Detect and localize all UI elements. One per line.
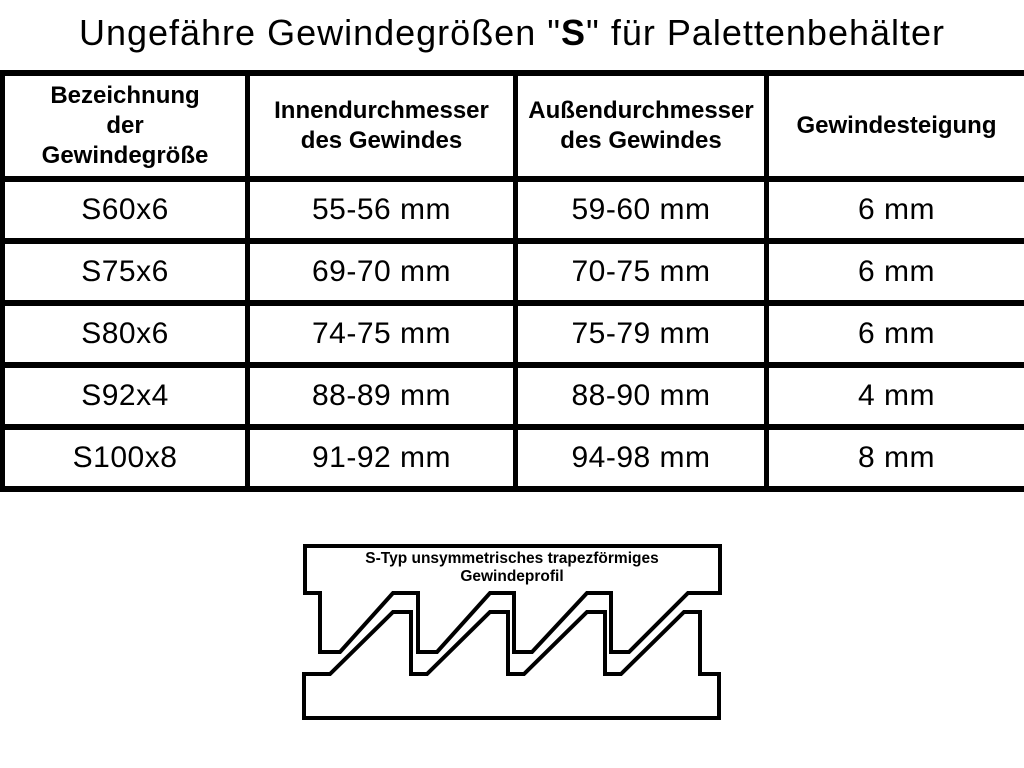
column-header-designation: Bezeichnung der Gewindegröße [0, 70, 250, 182]
thread-profile-diagram: S-Typ unsymmetrisches trapezförmiges Gew… [302, 544, 722, 722]
table-cell-designation: S80x6 [0, 300, 250, 368]
table-cell-inner-diameter: 91-92 mm [245, 424, 518, 492]
page-title-part1: Ungefähre Gewindegrößen " [78, 12, 562, 53]
table-cell-outer-diameter: 59-60 mm [513, 176, 769, 244]
table-row: S60x6 55-56 mm 59-60 mm 6 mm [0, 176, 1024, 244]
thread-profile-upper-shape [303, 544, 722, 654]
table-cell-designation: S92x4 [0, 362, 250, 430]
page-title-part2: " für Palettenbehälter [586, 12, 946, 53]
table-cell-designation: S60x6 [0, 176, 250, 244]
table-cell-pitch: 6 mm [764, 300, 1024, 368]
table-row: S80x6 74-75 mm 75-79 mm 6 mm [0, 300, 1024, 368]
diagram-label: S-Typ unsymmetrisches trapezförmiges Gew… [365, 550, 659, 586]
table-cell-inner-diameter: 74-75 mm [245, 300, 518, 368]
table-cell-pitch: 4 mm [764, 362, 1024, 430]
table-cell-outer-diameter: 88-90 mm [513, 362, 769, 430]
table-cell-inner-diameter: 88-89 mm [245, 362, 518, 430]
table-row: S75x6 69-70 mm 70-75 mm 6 mm [0, 238, 1024, 306]
table-cell-pitch: 6 mm [764, 238, 1024, 306]
table-cell-outer-diameter: 70-75 mm [513, 238, 769, 306]
column-header-outer-diameter: Außendurchmesser des Gewindes [513, 70, 769, 182]
table-row: S92x4 88-89 mm 88-90 mm 4 mm [0, 362, 1024, 430]
column-header-inner-diameter: Innendurchmesser des Gewindes [245, 70, 518, 182]
table-cell-designation: S100x8 [0, 424, 250, 492]
page-title: Ungefähre Gewindegrößen "S" für Paletten… [0, 12, 1024, 54]
table-cell-outer-diameter: 94-98 mm [513, 424, 769, 492]
table-row: S100x8 91-92 mm 94-98 mm 8 mm [0, 424, 1024, 492]
table-cell-pitch: 6 mm [764, 176, 1024, 244]
table-cell-inner-diameter: 69-70 mm [245, 238, 518, 306]
table-cell-pitch: 8 mm [764, 424, 1024, 492]
table-cell-designation: S75x6 [0, 238, 250, 306]
thread-size-table: Bezeichnung der Gewindegröße Innendurchm… [0, 70, 1024, 492]
table-header-row: Bezeichnung der Gewindegröße Innendurchm… [0, 70, 1024, 182]
page-title-bold-s: S [561, 12, 587, 53]
column-header-pitch: Gewindesteigung [764, 70, 1024, 182]
thread-profile-drawing [302, 544, 722, 720]
table-cell-inner-diameter: 55-56 mm [245, 176, 518, 244]
thread-profile-lower-shape [302, 610, 721, 720]
table-cell-outer-diameter: 75-79 mm [513, 300, 769, 368]
